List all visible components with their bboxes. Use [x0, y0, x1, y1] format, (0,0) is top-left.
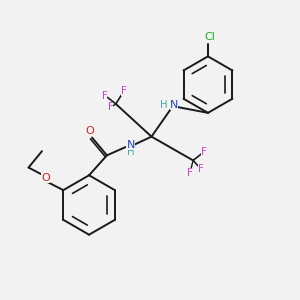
- Text: N: N: [127, 140, 135, 150]
- Text: F: F: [102, 91, 107, 100]
- Text: F: F: [107, 102, 113, 112]
- Text: F: F: [187, 168, 193, 178]
- Text: H: H: [127, 147, 134, 158]
- Text: F: F: [202, 147, 207, 157]
- Text: F: F: [121, 86, 127, 96]
- Text: O: O: [85, 126, 94, 136]
- Text: F: F: [199, 164, 204, 174]
- Text: Cl: Cl: [204, 32, 215, 42]
- Text: N: N: [169, 100, 178, 110]
- Text: H: H: [160, 100, 168, 110]
- Text: O: O: [41, 173, 50, 183]
